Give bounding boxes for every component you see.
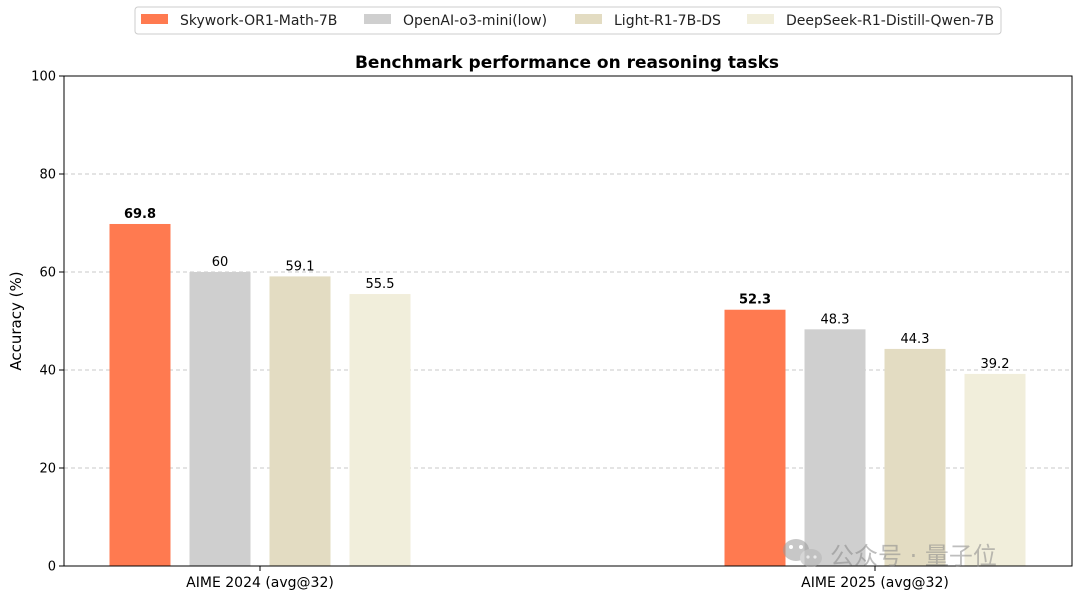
legend-swatch [747, 14, 774, 24]
bar [724, 309, 786, 566]
bar [269, 276, 331, 566]
legend-label: Light-R1-7B-DS [614, 13, 721, 29]
x-axis-ticks: AIME 2024 (avg@32) AIME 2025 (avg@32) [186, 566, 949, 591]
legend-swatch [141, 14, 168, 24]
bar-value-label: 59.1 [286, 259, 315, 274]
legend-frame [134, 6, 1002, 35]
y-tick-label: 100 [31, 70, 56, 85]
legend: Skywork-OR1-Math-7B OpenAI-o3-mini(low) … [134, 6, 1002, 35]
bar-value-label: 48.3 [821, 312, 850, 327]
y-tick-label: 20 [39, 462, 56, 477]
bar-value-label: 52.3 [739, 293, 771, 308]
x-tick-label: AIME 2024 (avg@32) [186, 575, 334, 591]
bar [189, 272, 251, 566]
bar-value-label: 60 [212, 255, 229, 270]
legend-label: Skywork-OR1-Math-7B [180, 13, 337, 29]
legend-swatch [575, 14, 602, 24]
y-tick-label: 60 [39, 266, 56, 281]
x-tick-label: AIME 2025 (avg@32) [801, 575, 949, 591]
y-axis-ticks: 0 20 40 60 80 100 [31, 70, 64, 575]
plot-frame [63, 75, 1073, 567]
chart-title: Benchmark performance on reasoning tasks [355, 53, 779, 73]
bars [109, 223, 1026, 567]
bar [349, 294, 411, 566]
bar-value-label: 44.3 [901, 332, 930, 347]
legend-label: DeepSeek-R1-Distill-Qwen-7B [786, 13, 994, 29]
bar [109, 223, 171, 567]
watermark-text: 公众号 · 量子位 [830, 542, 997, 570]
bar [804, 329, 866, 566]
bar [884, 348, 946, 566]
y-axis-label: Accuracy (%) [7, 271, 25, 370]
y-tick-label: 0 [48, 560, 56, 575]
bar [964, 373, 1026, 566]
bar-value-labels: 69.8 60 59.1 55.5 52.3 48.3 44.3 39.2 [124, 207, 1010, 372]
bar-value-label: 69.8 [124, 207, 156, 222]
watermark: 公众号 · 量子位 [783, 539, 997, 570]
bar-value-label: 55.5 [366, 277, 395, 292]
wechat-icon [783, 539, 822, 567]
legend-swatch [364, 14, 391, 24]
y-tick-label: 40 [39, 364, 56, 379]
legend-label: OpenAI-o3-mini(low) [403, 13, 547, 29]
bar-value-label: 39.2 [981, 357, 1010, 372]
y-tick-label: 80 [39, 168, 56, 183]
